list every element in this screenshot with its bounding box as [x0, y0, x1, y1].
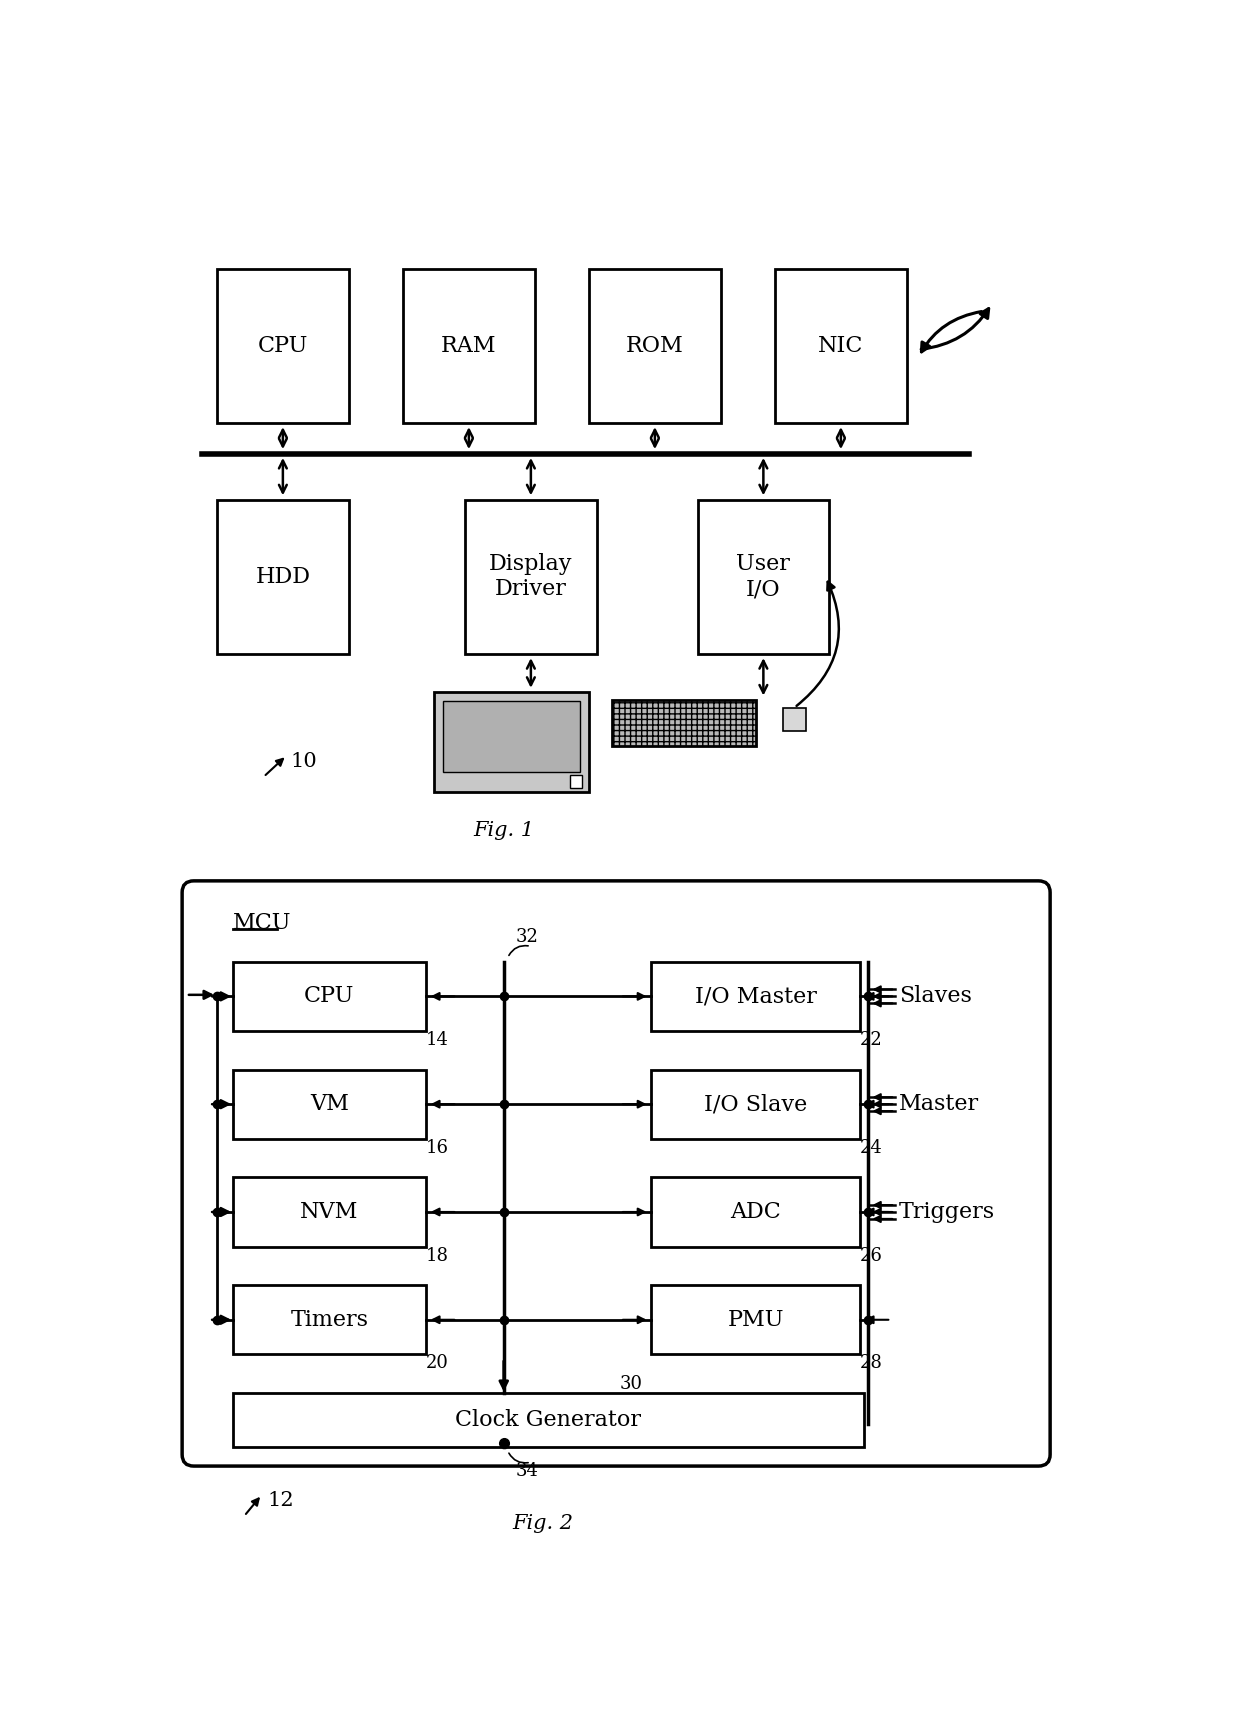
Text: 34: 34 — [516, 1462, 538, 1481]
Bar — [233, 1393, 864, 1446]
Text: CPU: CPU — [258, 335, 308, 357]
Text: Slaves: Slaves — [899, 986, 972, 1008]
Text: 26: 26 — [861, 1246, 883, 1265]
Bar — [233, 1286, 427, 1355]
Text: User
I/O: User I/O — [737, 552, 790, 601]
Text: ADC: ADC — [730, 1201, 781, 1224]
Text: I/O Master: I/O Master — [694, 986, 817, 1008]
Text: PMU: PMU — [728, 1308, 784, 1331]
Text: I/O Slave: I/O Slave — [704, 1093, 807, 1115]
Text: Fig. 2: Fig. 2 — [512, 1514, 573, 1533]
Text: 24: 24 — [861, 1139, 883, 1156]
Bar — [651, 1070, 861, 1139]
Bar — [651, 1286, 861, 1355]
Text: 22: 22 — [861, 1030, 883, 1049]
Text: RAM: RAM — [441, 335, 497, 357]
Text: 32: 32 — [516, 929, 538, 946]
Text: Timers: Timers — [290, 1308, 368, 1331]
Bar — [697, 501, 830, 654]
Text: NIC: NIC — [818, 335, 863, 357]
Bar — [569, 775, 582, 787]
Text: MCU: MCU — [233, 911, 291, 934]
Bar — [589, 269, 720, 423]
Text: 10: 10 — [290, 753, 317, 772]
Bar — [782, 708, 806, 730]
Text: 20: 20 — [427, 1355, 449, 1372]
Bar — [444, 701, 580, 772]
Text: 28: 28 — [861, 1355, 883, 1372]
Text: 12: 12 — [268, 1491, 294, 1510]
Bar — [434, 692, 589, 792]
Bar — [403, 269, 534, 423]
Bar — [233, 1070, 427, 1139]
Text: 30: 30 — [620, 1376, 644, 1393]
Text: 16: 16 — [427, 1139, 449, 1156]
Text: NVM: NVM — [300, 1201, 358, 1224]
Bar — [233, 1177, 427, 1246]
Bar — [651, 961, 861, 1030]
Text: Master: Master — [899, 1093, 980, 1115]
Bar — [465, 501, 596, 654]
Bar — [233, 961, 427, 1030]
Text: ROM: ROM — [626, 335, 683, 357]
Bar — [613, 701, 755, 746]
FancyBboxPatch shape — [182, 880, 1050, 1465]
Text: CPU: CPU — [304, 986, 355, 1008]
Bar — [217, 501, 348, 654]
Text: 14: 14 — [427, 1030, 449, 1049]
Text: Display
Driver: Display Driver — [489, 552, 573, 601]
Bar — [775, 269, 906, 423]
Bar — [217, 269, 348, 423]
Text: Clock Generator: Clock Generator — [455, 1408, 641, 1431]
Bar — [651, 1177, 861, 1246]
Text: 18: 18 — [427, 1246, 449, 1265]
Text: VM: VM — [310, 1093, 348, 1115]
Text: HDD: HDD — [255, 566, 310, 589]
Text: Fig. 1: Fig. 1 — [474, 822, 534, 841]
Text: Triggers: Triggers — [899, 1201, 996, 1224]
